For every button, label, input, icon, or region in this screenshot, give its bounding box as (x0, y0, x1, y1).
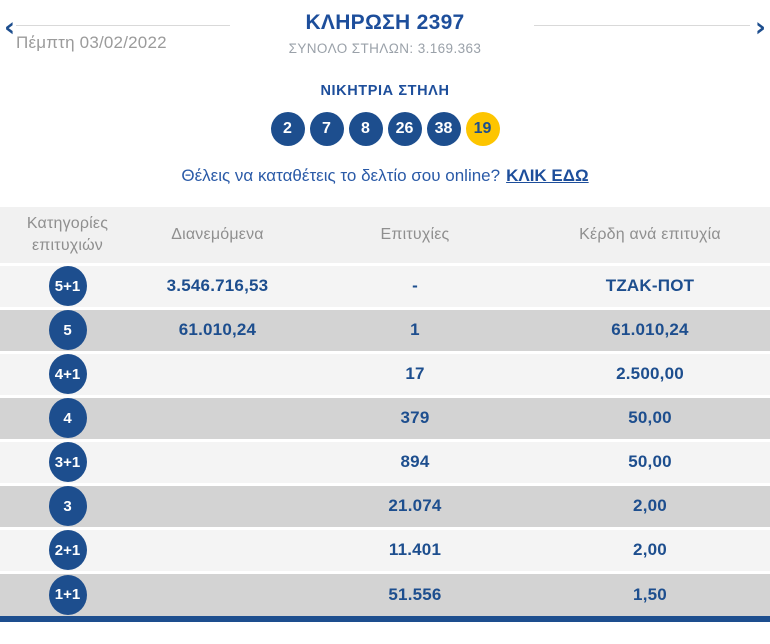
winning-number-ball: 2 (270, 112, 305, 146)
winning-number-ball: 8 (348, 112, 383, 146)
draw-title: ΚΛΗΡΩΣΗ 2397 (305, 11, 465, 34)
winning-number-ball: 38 (426, 112, 461, 146)
header-winners: Επιτυχίες (380, 225, 450, 243)
winning-column-section: ΝΙΚΗΤΡΙΑ ΣΤΗΛΗ 2 7 8 26 38 19 (0, 83, 770, 146)
prize-value: 50,00 (628, 408, 672, 427)
distributed-value: 61.010,24 (178, 320, 257, 339)
distributed-value (135, 352, 300, 396)
table-row: 3+1 894 50,00 (0, 440, 770, 484)
cta-text: Θέλεις να καταθέτεις το δελτίο σου onlin… (181, 166, 501, 185)
total-columns-value: 3.169.363 (417, 41, 482, 56)
prev-draw-button[interactable]: ‹ (2, 12, 17, 43)
prize-value: ΤΖΑΚ-ΠΟΤ (605, 276, 695, 295)
cta-link[interactable]: ΚΛΙΚ ΕΔΩ (506, 166, 589, 185)
divider-line-right (534, 25, 750, 26)
winning-number-ball: 7 (309, 112, 344, 146)
table-row: 3 21.074 2,00 (0, 484, 770, 528)
winning-numbers: 2 7 8 26 38 19 (0, 112, 770, 146)
results-header-row: Κατηγορίες επιτυχιών Διανεμόμενα Επιτυχί… (0, 207, 770, 264)
category-badge: 1+1 (48, 574, 87, 615)
distributed-value (135, 484, 300, 528)
winners-value: 51.556 (388, 584, 442, 604)
table-row: 5 61.010,24 1 61.010,24 (0, 308, 770, 352)
winners-value: 379 (400, 408, 430, 427)
bottom-accent-bar (0, 616, 770, 622)
draw-date: Πέμπτη 03/02/2022 (16, 33, 167, 52)
category-badge: 4 (48, 398, 87, 438)
table-row: 1+1 51.556 1,50 (0, 572, 770, 616)
category-badge: 4+1 (48, 354, 87, 394)
prize-value: 1,50 (633, 584, 667, 604)
distributed-value (135, 396, 300, 440)
next-draw-button[interactable]: › (753, 12, 768, 43)
winning-number-ball: 26 (387, 112, 422, 146)
table-row: 2+1 11.401 2,00 (0, 528, 770, 572)
bonus-number-ball: 19 (465, 112, 500, 146)
total-columns-label: ΣΥΝΟΛΟ ΣΤΗΛΩΝ: (288, 41, 414, 56)
winners-value: 17 (405, 364, 425, 383)
category-badge: 5 (48, 310, 87, 350)
prize-value: 2,00 (633, 496, 667, 515)
category-badge: 3+1 (48, 442, 87, 482)
results-table-body: 5+1 3.546.716,53 - ΤΖΑΚ-ΠΟΤ 5 61.010,24 … (0, 264, 770, 616)
prize-value: 2.500,00 (616, 364, 684, 383)
table-row: 4+1 17 2.500,00 (0, 352, 770, 396)
category-badge: 3 (48, 486, 87, 526)
header-prize: Κέρδη ανά επιτυχία (579, 225, 721, 243)
header-distributed: Διανεμόμενα (171, 225, 264, 243)
prize-value: 2,00 (633, 540, 667, 559)
nav-left-block: Πέμπτη 03/02/2022 (16, 25, 230, 53)
winners-value: 11.401 (388, 540, 442, 559)
category-badge: 5+1 (48, 266, 87, 306)
distributed-value (135, 440, 300, 484)
draw-header: ΚΛΗΡΩΣΗ 2397 ΣΥΝΟΛΟ ΣΤΗΛΩΝ: 3.169.363 (0, 0, 770, 56)
distributed-value: 3.546.716,53 (166, 276, 269, 295)
category-badge: 2+1 (48, 530, 87, 570)
prize-value: 61.010,24 (611, 320, 689, 339)
header-categories: Κατηγορίες επιτυχιών (26, 215, 109, 254)
distributed-value (135, 528, 300, 572)
winners-value: 894 (400, 452, 430, 471)
chevron-right-icon: › (754, 12, 766, 43)
winners-value: 1 (410, 320, 420, 339)
divider-line-left (16, 25, 230, 26)
prize-value: 50,00 (628, 452, 672, 471)
total-columns: ΣΥΝΟΛΟ ΣΤΗΛΩΝ: 3.169.363 (0, 41, 770, 56)
winners-value: - (412, 276, 418, 295)
distributed-value (135, 572, 300, 616)
results-table: Κατηγορίες επιτυχιών Διανεμόμενα Επιτυχί… (0, 207, 770, 616)
table-row: 5+1 3.546.716,53 - ΤΖΑΚ-ΠΟΤ (0, 264, 770, 308)
nav-right-block (534, 25, 750, 26)
table-row: 4 379 50,00 (0, 396, 770, 440)
chevron-left-icon: ‹ (4, 12, 16, 43)
draw-navigator: ‹ Πέμπτη 03/02/2022 ΚΛΗΡΩΣΗ 2397 ΣΥΝΟΛΟ … (0, 0, 770, 64)
online-cta: Θέλεις να καταθέτεις το δελτίο σου onlin… (0, 166, 770, 186)
winners-value: 21.074 (388, 496, 442, 515)
winning-column-label: ΝΙΚΗΤΡΙΑ ΣΤΗΛΗ (320, 83, 450, 99)
